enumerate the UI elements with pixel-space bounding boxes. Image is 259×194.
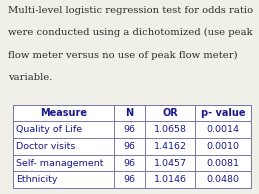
Text: 96: 96	[124, 125, 135, 134]
Text: Doctor visits: Doctor visits	[16, 142, 75, 151]
Text: OR: OR	[162, 108, 178, 118]
Text: 0.0010: 0.0010	[207, 142, 240, 151]
Text: 96: 96	[124, 175, 135, 184]
Text: Self- management: Self- management	[16, 159, 104, 168]
Text: Measure: Measure	[40, 108, 87, 118]
Text: Multi-level logistic regression test for odds ratio: Multi-level logistic regression test for…	[8, 6, 253, 15]
Text: 1.0658: 1.0658	[154, 125, 187, 134]
Text: were conducted using a dichotomized (use peak: were conducted using a dichotomized (use…	[8, 28, 252, 37]
Text: 96: 96	[124, 159, 135, 168]
Text: 0.0081: 0.0081	[207, 159, 240, 168]
Text: p- value: p- value	[201, 108, 246, 118]
Text: 1.0146: 1.0146	[154, 175, 187, 184]
Text: 1.0457: 1.0457	[154, 159, 187, 168]
Text: 1.4162: 1.4162	[154, 142, 187, 151]
Text: N: N	[126, 108, 134, 118]
Text: flow meter versus no use of peak flow meter): flow meter versus no use of peak flow me…	[8, 50, 238, 60]
Bar	[13, 105, 251, 188]
Text: 0.0480: 0.0480	[207, 175, 240, 184]
Text: Quality of Life: Quality of Life	[16, 125, 82, 134]
Text: Ethnicity: Ethnicity	[16, 175, 57, 184]
Text: 96: 96	[124, 142, 135, 151]
Text: variable.: variable.	[8, 73, 52, 82]
Text: 0.0014: 0.0014	[207, 125, 240, 134]
